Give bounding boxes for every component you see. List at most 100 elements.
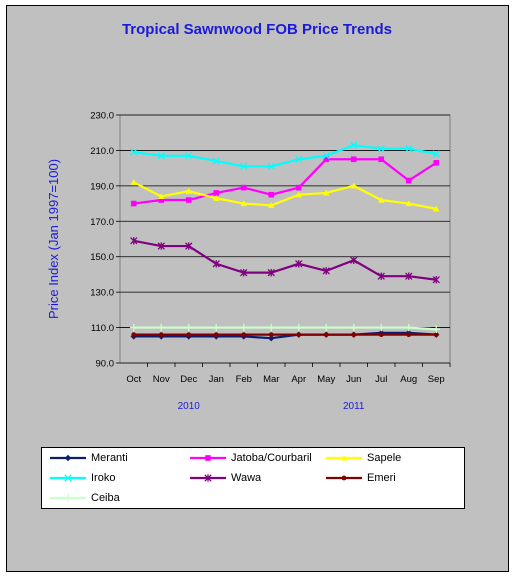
data-point-jatoba-courbaril: [185, 197, 192, 203]
x-tick-label: Dec: [180, 374, 197, 385]
x-tick-label: Aug: [400, 374, 417, 385]
x-tick-label: Apr: [291, 374, 306, 385]
legend-marker: [205, 455, 211, 461]
data-point-iroko: [295, 155, 303, 163]
data-point-ceiba: [240, 323, 248, 332]
y-axis-label: Price Index (Jan 1997=100): [46, 159, 61, 319]
legend-marker: [341, 475, 347, 481]
series-line-wawa: [133, 239, 437, 281]
data-point-emeri: [296, 332, 302, 338]
data-point-ceiba: [377, 323, 385, 332]
data-point-sapele: [240, 200, 247, 207]
legend-item-iroko: Iroko: [49, 470, 115, 486]
data-point-iroko: [405, 144, 413, 153]
data-point-iroko: [432, 150, 440, 158]
data-point-jatoba-courbaril: [378, 156, 385, 163]
legend-label: Ceiba: [91, 492, 120, 504]
data-point-iroko: [377, 144, 385, 153]
data-point-iroko: [212, 157, 220, 165]
series-wawa: [130, 237, 440, 284]
legend-label: Meranti: [91, 452, 128, 464]
x-tick-label: May: [317, 374, 335, 385]
data-point-jatoba-courbaril: [213, 190, 220, 196]
data-point-iroko: [267, 162, 275, 171]
legend-swatch: [50, 474, 86, 482]
series-line-meranti: [133, 331, 437, 340]
data-point-sapele: [158, 193, 165, 200]
data-point-sapele: [323, 189, 330, 196]
x-tick-label: Jan: [209, 374, 224, 385]
legend-item-jatoba-courbaril: Jatoba/Courbaril: [189, 450, 312, 466]
data-point-wawa: [157, 242, 165, 250]
data-point-emeri: [351, 332, 357, 338]
data-point-sapele: [130, 179, 137, 185]
data-point-wawa: [212, 260, 220, 268]
legend-item-sapele: Sapele: [325, 450, 401, 466]
legend-marker: [340, 454, 348, 461]
data-point-emeri: [406, 332, 412, 338]
data-point-emeri: [268, 332, 274, 338]
x-tick-label: Oct: [126, 374, 141, 385]
legend-swatch: [50, 454, 86, 462]
data-point-jatoba-courbaril: [405, 177, 412, 184]
data-point-ceiba: [432, 325, 440, 334]
data-point-ceiba: [212, 323, 220, 332]
data-point-iroko: [350, 141, 358, 149]
data-point-iroko: [322, 152, 330, 160]
data-point-iroko: [240, 162, 248, 171]
series-emeri: [131, 332, 439, 338]
y-tick-label: 190.0: [90, 181, 114, 192]
data-point-jatoba-courbaril: [158, 197, 165, 203]
data-point-ceiba: [130, 323, 138, 332]
series-line-ceiba: [133, 326, 437, 331]
chart-title: Tropical Sawnwood FOB Price Trends: [121, 21, 393, 38]
data-point-wawa: [432, 276, 440, 284]
data-point-sapele: [295, 191, 302, 198]
data-point-emeri: [186, 332, 192, 338]
data-point-iroko: [157, 152, 165, 160]
data-point-wawa: [130, 237, 138, 245]
y-tick-label: 150.0: [90, 252, 114, 263]
y-tick-label: 170.0: [90, 217, 114, 228]
legend-marker: [204, 474, 212, 482]
series-line-jatoba-courbaril: [133, 158, 437, 205]
data-point-ceiba: [405, 323, 413, 332]
legend-label: Iroko: [91, 472, 116, 484]
legend-item-ceiba: Ceiba: [49, 490, 120, 506]
legend-item-meranti: Meranti: [49, 450, 128, 466]
data-point-emeri: [241, 332, 247, 338]
data-point-wawa: [322, 267, 330, 275]
legend-label: Jatoba/Courbaril: [231, 452, 312, 464]
series-line-sapele: [133, 181, 437, 210]
data-point-iroko: [185, 152, 193, 160]
legend-marker: [64, 454, 72, 462]
x-tick-label: Mar: [263, 374, 279, 385]
series-line-iroko: [133, 143, 437, 168]
plot-area: [119, 114, 451, 364]
x-tick-label: Jun: [346, 374, 361, 385]
data-point-emeri: [213, 332, 219, 338]
year-label: 2011: [343, 401, 365, 412]
y-tick-label: 230.0: [90, 111, 114, 122]
data-point-sapele: [185, 187, 192, 194]
data-point-wawa: [377, 272, 385, 280]
y-tick-label: 110.0: [91, 323, 114, 334]
data-point-wawa: [185, 242, 193, 250]
legend-swatch: [326, 475, 362, 481]
data-point-jatoba-courbaril: [295, 184, 302, 191]
data-point-sapele: [268, 202, 275, 208]
data-point-sapele: [213, 195, 220, 201]
data-point-jatoba-courbaril: [240, 184, 247, 191]
data-point-jatoba-courbaril: [433, 160, 440, 166]
data-point-ceiba: [267, 323, 275, 332]
data-point-jatoba-courbaril: [268, 191, 275, 198]
y-tick-label: 130.0: [90, 288, 114, 299]
data-point-sapele: [350, 182, 357, 189]
data-point-jatoba-courbaril: [350, 156, 357, 163]
data-point-emeri: [433, 332, 439, 338]
legend: Meranti Jatoba/Courbaril Sapele Iroko Wawa Em…: [41, 447, 465, 509]
data-point-wawa: [267, 268, 275, 277]
legend-item-wawa: Wawa: [189, 470, 261, 486]
legend-marker: [64, 474, 72, 482]
